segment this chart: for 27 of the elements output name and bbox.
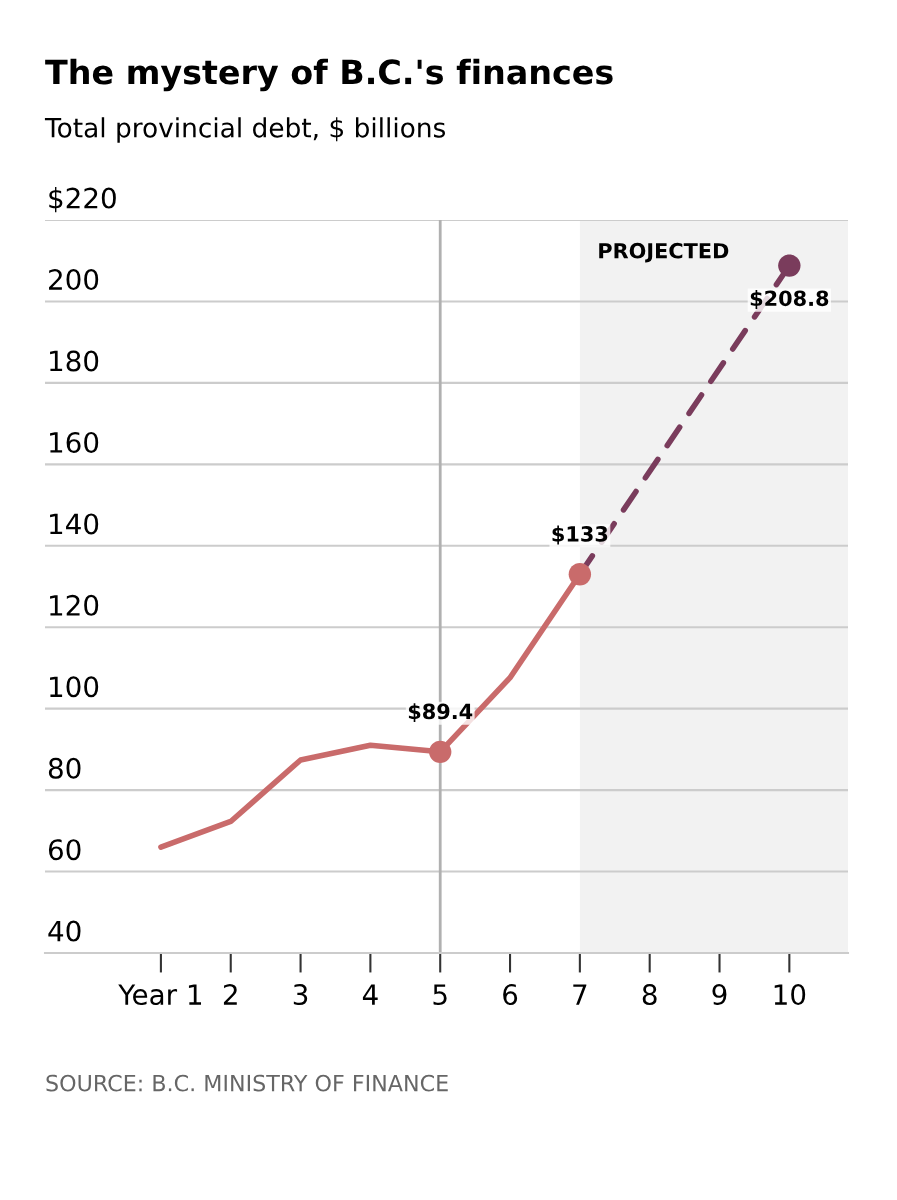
y-tick-label: 200 <box>49 269 99 291</box>
y-tick-label: 140 <box>50 513 99 535</box>
source-note: SOURCE: B.C. MINISTRY OF FINANCE <box>46 1074 448 1092</box>
x-tick-label: 2 <box>223 984 237 1005</box>
y-tick-label: 40 <box>48 920 81 942</box>
data-label: $133 <box>552 525 608 545</box>
x-tick-label: 7 <box>573 984 587 1005</box>
x-tick-label: 8 <box>642 984 657 1006</box>
x-tick-label: 10 <box>774 984 806 1006</box>
data-label: $208.8 <box>750 290 829 309</box>
y-tick-label: 180 <box>50 350 99 372</box>
data-label: $89.4 <box>408 703 473 723</box>
chart-subtitle: Total provincial debt, $ billions <box>44 117 446 143</box>
x-tick-label: 3 <box>293 984 308 1006</box>
x-tick-label: 4 <box>362 984 378 1005</box>
x-tick-label: 9 <box>712 984 727 1006</box>
y-tick-label: $220 <box>49 187 116 213</box>
x-tick-label: Year 1 <box>118 984 202 1006</box>
y-tick-label: 60 <box>48 839 81 861</box>
x-tick-label: 5 <box>433 984 447 1006</box>
y-tick-label: 120 <box>50 594 99 616</box>
y-tick-label: 160 <box>50 431 99 453</box>
x-tick-label: 6 <box>503 984 518 1006</box>
chart-title: The mystery of B.C.'s finances <box>45 58 613 92</box>
band-label: PROJECTED <box>599 242 729 263</box>
y-tick-label: 80 <box>48 757 81 779</box>
y-tick-label: 100 <box>50 676 99 698</box>
